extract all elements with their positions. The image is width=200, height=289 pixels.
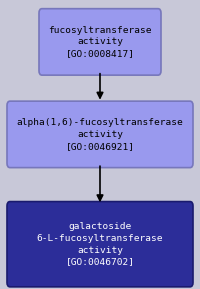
Text: fucosyltransferase
activity
[GO:0008417]: fucosyltransferase activity [GO:0008417]	[48, 26, 152, 58]
FancyBboxPatch shape	[39, 9, 161, 75]
Text: alpha(1,6)-fucosyltransferase
activity
[GO:0046921]: alpha(1,6)-fucosyltransferase activity […	[17, 118, 183, 151]
Text: galactoside
6-L-fucosyltransferase
activity
[GO:0046702]: galactoside 6-L-fucosyltransferase activ…	[37, 222, 163, 266]
FancyBboxPatch shape	[7, 101, 193, 168]
FancyBboxPatch shape	[7, 202, 193, 287]
